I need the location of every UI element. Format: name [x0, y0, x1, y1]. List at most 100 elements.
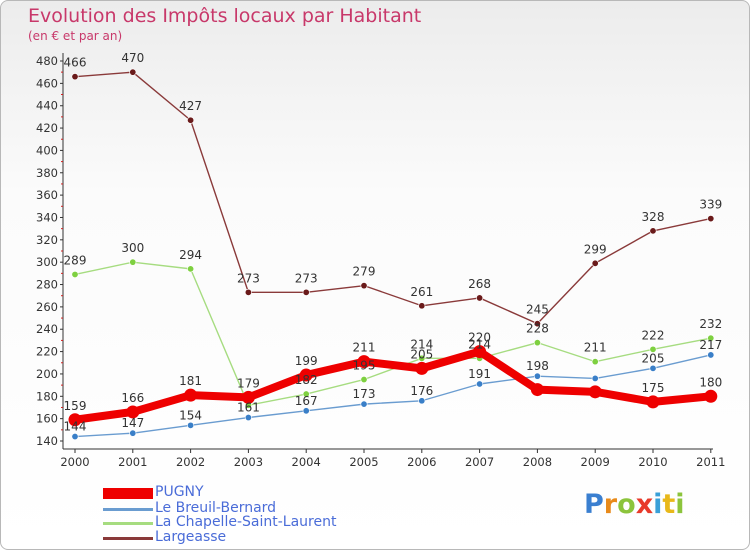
data-label-pugny: 181 [179, 374, 202, 388]
y-tick-label: 440 [36, 99, 58, 113]
y-tick-label: 180 [36, 389, 58, 403]
y-tick-label: 400 [36, 143, 58, 157]
point-largeasse [418, 302, 426, 310]
point-pugny [184, 388, 198, 402]
data-label-pugny: 199 [295, 354, 318, 368]
logo-letter: t [662, 489, 676, 520]
x-tick-label: 2010 [638, 455, 667, 469]
logo-letter: P [584, 489, 604, 520]
data-label-largeasse: 299 [584, 242, 607, 256]
point-le-breuil-bernard [129, 429, 137, 437]
y-tick-label: 320 [36, 233, 58, 247]
chart-subtitle: (en € et par an) [28, 29, 123, 43]
data-label-la-chapelle-saint-laurent: 182 [295, 373, 318, 387]
logo-letter: x [635, 489, 654, 520]
y-tick-label: 240 [36, 322, 58, 336]
point-pugny [473, 345, 487, 359]
point-la-chapelle-saint-laurent [187, 265, 195, 273]
point-pugny [415, 361, 429, 375]
point-pugny [299, 368, 313, 382]
point-pugny [126, 405, 140, 419]
y-tick-label: 480 [36, 54, 58, 68]
point-la-chapelle-saint-laurent [302, 390, 310, 398]
data-label-la-chapelle-saint-laurent: 214 [410, 337, 433, 351]
series-line-le-breuil-bernard [74, 354, 712, 438]
data-label-pugny: 166 [121, 391, 144, 405]
y-tick-label: 300 [36, 255, 58, 269]
legend-label-pugny: PUGNY [155, 484, 204, 500]
data-label-largeasse: 261 [410, 285, 433, 299]
x-tick-label: 2007 [465, 455, 494, 469]
legend-swatch-la-chapelle-saint-laurent [103, 522, 153, 525]
point-le-breuil-bernard [360, 400, 368, 408]
legend-swatch-largeasse [103, 537, 153, 540]
point-la-chapelle-saint-laurent [649, 345, 657, 353]
x-tick-label: 2009 [581, 455, 610, 469]
logo-letter: r [603, 489, 618, 520]
point-largeasse [129, 68, 137, 76]
data-label-pugny: 159 [64, 399, 87, 413]
series-line-pugny [71, 347, 715, 424]
x-tick-label: 2000 [60, 455, 89, 469]
data-label-le-breuil-bernard: 191 [468, 367, 491, 381]
data-label-la-chapelle-saint-laurent: 228 [526, 322, 549, 336]
point-largeasse [649, 227, 657, 235]
data-label-largeasse: 466 [64, 56, 87, 70]
legend-label-le-breuil-bernard: Le Breuil-Bernard [155, 500, 277, 516]
point-pugny [704, 389, 718, 403]
point-pugny [68, 413, 82, 427]
point-le-breuil-bernard [244, 414, 252, 422]
legend-swatch-le-breuil-bernard [103, 508, 153, 511]
data-label-la-chapelle-saint-laurent: 214 [468, 337, 491, 351]
data-label-pugny: 175 [642, 381, 665, 395]
data-label-la-chapelle-saint-laurent: 195 [353, 359, 376, 373]
data-label-la-chapelle-saint-laurent: 211 [584, 341, 607, 355]
logo-letter: i [675, 489, 685, 520]
data-label-le-breuil-bernard: 176 [410, 384, 433, 398]
legend-label-largeasse: Largeasse [155, 529, 227, 545]
proxiti-logo[interactable]: Proxiti [584, 489, 685, 520]
point-le-breuil-bernard [649, 364, 657, 372]
data-label-largeasse: 273 [295, 271, 318, 285]
point-le-breuil-bernard [533, 372, 541, 380]
point-pugny [646, 395, 660, 409]
y-tick-label: 140 [36, 434, 58, 448]
series-line-largeasse [74, 71, 712, 325]
line-chart: 140 160 180 200 220 240 260 280 300 320 340 360 380 4… [36, 51, 725, 469]
y-tick-label: 360 [36, 188, 58, 202]
data-label-le-breuil-bernard: 205 [642, 351, 665, 365]
data-label-la-chapelle-saint-laurent: 294 [179, 248, 202, 262]
series-line-la-chapelle-saint-laurent [74, 261, 712, 406]
chart-title: Evolution des Impôts locaux par Habitant [28, 5, 422, 27]
x-tick-label: 2011 [696, 455, 725, 469]
logo-letter: i [653, 489, 663, 520]
point-le-breuil-bernard [591, 374, 599, 382]
data-label-la-chapelle-saint-laurent: 300 [121, 241, 144, 255]
point-le-breuil-bernard [476, 380, 484, 388]
data-label-le-breuil-bernard: 147 [121, 416, 144, 430]
data-label-largeasse: 273 [237, 271, 260, 285]
data-label-le-breuil-bernard: 161 [237, 401, 260, 415]
data-label-la-chapelle-saint-laurent: 222 [642, 328, 665, 342]
data-label-le-breuil-bernard: 198 [526, 359, 549, 373]
point-la-chapelle-saint-laurent [360, 376, 368, 384]
data-label-pugny: 211 [353, 341, 376, 355]
data-label-largeasse: 279 [353, 265, 376, 279]
point-largeasse [302, 288, 310, 296]
logo-letter: o [617, 489, 636, 520]
x-tick-label: 2008 [523, 455, 552, 469]
point-largeasse [360, 282, 368, 290]
point-pugny [530, 383, 544, 397]
data-label-largeasse: 427 [179, 99, 202, 113]
data-label-pugny: 220 [468, 331, 491, 345]
point-la-chapelle-saint-laurent [533, 339, 541, 347]
data-label-largeasse: 328 [642, 210, 665, 224]
x-tick-label: 2001 [118, 455, 147, 469]
point-largeasse [71, 73, 79, 81]
point-le-breuil-bernard [71, 433, 79, 441]
data-label-la-chapelle-saint-laurent: 289 [64, 253, 87, 267]
point-pugny [241, 390, 255, 404]
data-label-largeasse: 470 [121, 51, 144, 65]
point-largeasse [591, 259, 599, 267]
